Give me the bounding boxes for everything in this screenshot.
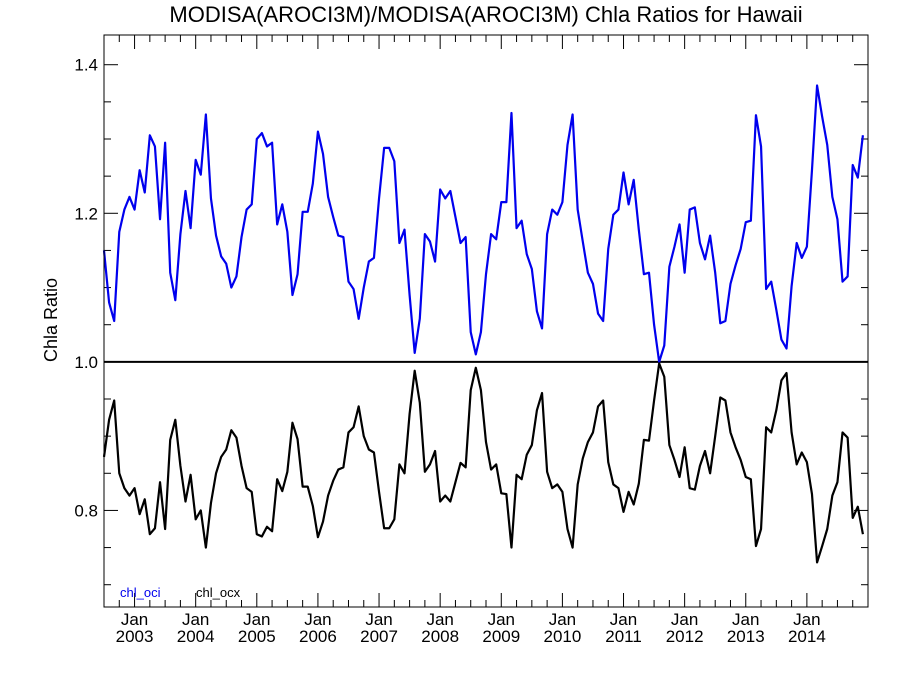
x-tick-label-year: 2006: [299, 627, 337, 646]
x-tick-label-year: 2005: [238, 627, 276, 646]
x-tick-label-year: 2010: [543, 627, 581, 646]
x-tick-label-month: Jan: [488, 610, 515, 629]
y-axis-title: Chla Ratio: [41, 278, 61, 362]
series-line-chl-oci: [102, 84, 865, 363]
x-tick-label-year: 2014: [788, 627, 826, 646]
y-tick-label: 1.2: [74, 204, 98, 223]
plot-area: 0.81.01.21.4Jan2003Jan2004Jan2005Jan2006…: [74, 35, 869, 646]
plot-frame: [103, 34, 869, 608]
x-tick-label-year: 2008: [421, 627, 459, 646]
x-tick-label-month: Jan: [732, 610, 759, 629]
series-line-chl-ocx: [102, 362, 864, 564]
x-tick-label-month: Jan: [793, 610, 820, 629]
x-tick-label-month: Jan: [243, 610, 270, 629]
x-tick-label-year: 2009: [482, 627, 520, 646]
y-tick-label: 0.8: [74, 501, 98, 520]
x-tick-label-year: 2003: [116, 627, 154, 646]
x-tick-label-month: Jan: [182, 610, 209, 629]
legend-label-chl-ocx: chl_ocx: [196, 585, 241, 600]
x-tick-label-month: Jan: [610, 610, 637, 629]
x-tick-label-year: 2004: [177, 627, 215, 646]
chart-title: MODISA(AROCI3M)/MODISA(AROCI3M) Chla Rat…: [169, 2, 802, 27]
y-tick-label: 1.4: [74, 56, 98, 75]
x-tick-label-month: Jan: [671, 610, 698, 629]
x-tick-label-year: 2011: [605, 627, 642, 646]
x-tick-label-month: Jan: [426, 610, 453, 629]
x-tick-label-month: Jan: [549, 610, 576, 629]
x-tick-label-month: Jan: [365, 610, 392, 629]
legend-label-chl-oci: chl_oci: [120, 585, 161, 600]
x-tick-label-year: 2007: [360, 627, 398, 646]
x-tick-label-month: Jan: [304, 610, 331, 629]
x-tick-label-month: Jan: [121, 610, 148, 629]
x-tick-label-year: 2012: [666, 627, 704, 646]
x-tick-label-year: 2013: [727, 627, 765, 646]
y-tick-label: 1.0: [74, 353, 98, 372]
